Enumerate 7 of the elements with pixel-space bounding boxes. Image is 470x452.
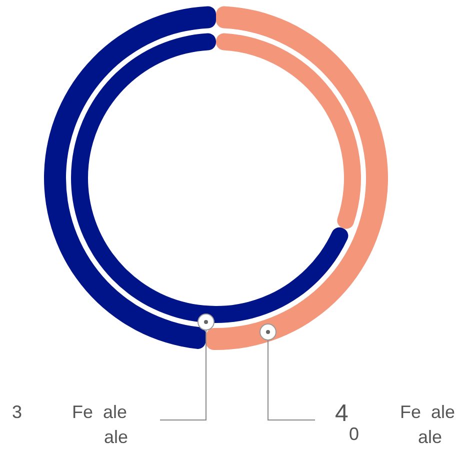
text: ale: [104, 427, 128, 449]
text: ale: [418, 427, 442, 449]
text: 3: [12, 402, 22, 424]
text: Fe ale: [72, 402, 128, 424]
text: 0: [349, 424, 360, 446]
text: 4: [335, 400, 348, 429]
text: Fe ale: [400, 402, 456, 424]
